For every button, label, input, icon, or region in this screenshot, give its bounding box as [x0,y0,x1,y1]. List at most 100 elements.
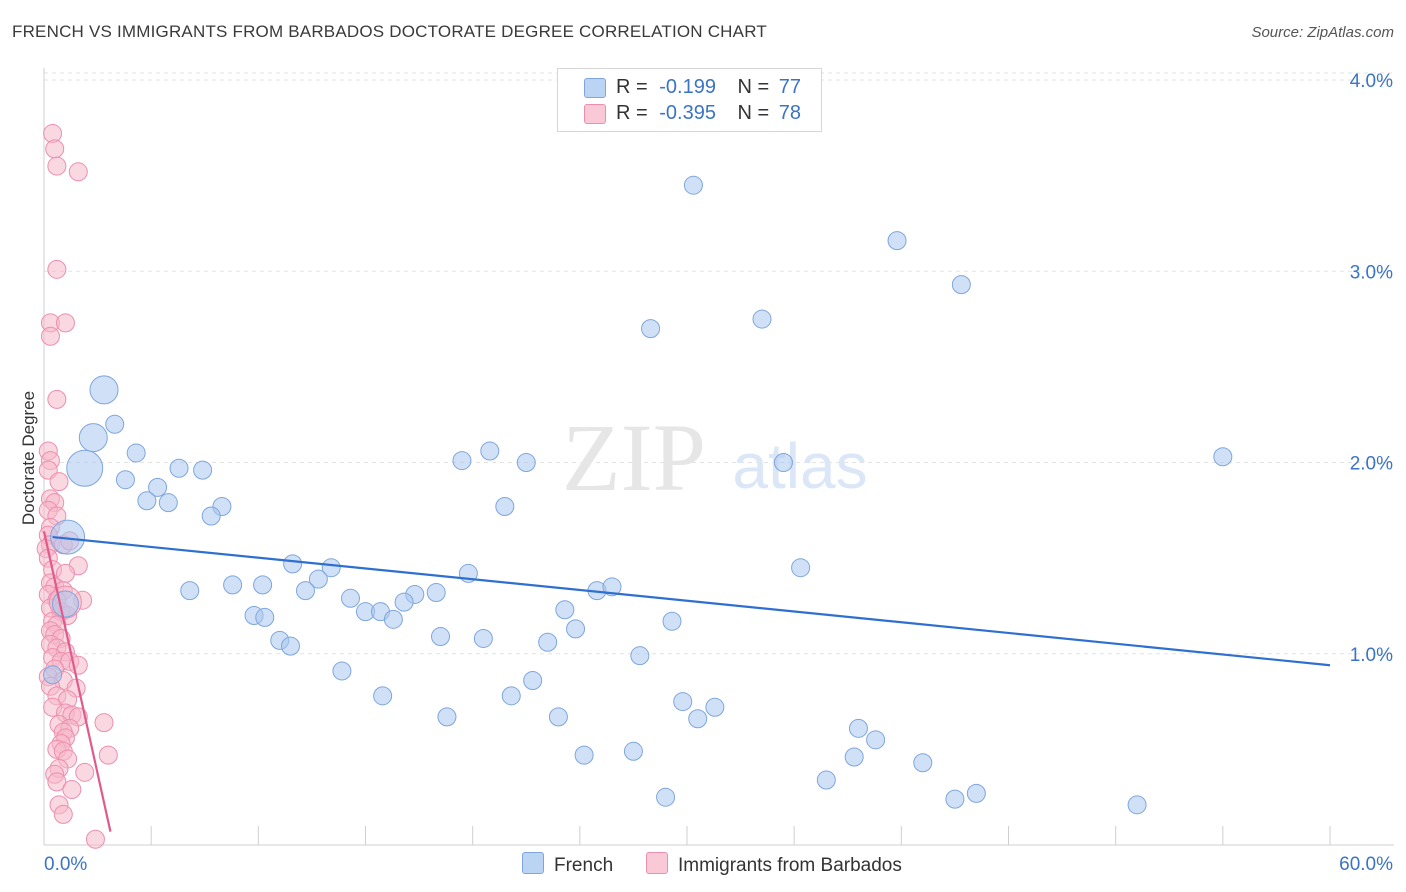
tick-labels: 1.0% 2.0% 3.0% 4.0% 0.0% 60.0% [44,71,1393,875]
series-legend: French Immigrants from Barbados [0,852,1406,878]
french-point [1213,447,1233,467]
french-point [623,741,643,761]
french-point [480,441,500,461]
french-point [641,319,661,339]
french-point [791,558,811,578]
barbados-points [36,124,118,849]
french-point [887,231,907,251]
barbados-point [40,326,60,346]
french-point [555,600,575,620]
french-point [656,787,676,807]
french-point [383,609,403,629]
barbados-point [94,713,114,733]
french-point [193,460,213,480]
french-point [452,451,472,471]
french-point [773,453,793,472]
stats-legend: R = -0.199 N = 77 R = -0.395 N = 78 [557,68,822,132]
n-label: N = [737,102,770,124]
french-point [373,686,393,706]
french-point [280,636,300,656]
french-point [180,581,200,601]
french-swatch [584,78,606,98]
french-point [602,577,622,597]
french-point [332,661,352,681]
french-legend-label: French [554,855,614,876]
barbados-point [47,389,67,409]
x-tick-label-max: 60.0% [1339,854,1393,875]
r-label: R = [616,76,648,98]
n-label: N = [737,76,770,98]
y-tick-label: 2.0% [1350,454,1393,475]
french-point [844,747,864,767]
legend-item-french: French [522,852,613,877]
french-point [951,275,971,295]
barbados-legend-swatch [646,852,668,874]
french-point [283,554,303,574]
french-n-value: 77 [778,76,802,98]
barbados-point [55,313,75,333]
french-point [523,671,543,691]
barbados-point [75,762,95,782]
french-point [473,628,493,648]
french-point [1127,795,1147,815]
french-point [966,783,986,803]
legend-item-barbados: Immigrants from Barbados [646,852,902,877]
french-point [89,375,119,405]
french-point [43,665,63,685]
french-point [495,496,515,516]
french-point [816,770,836,790]
french-point [169,458,189,478]
french-point [78,423,108,453]
x-tick-label-min: 0.0% [44,854,87,875]
french-point [431,627,451,647]
french-point [630,646,650,666]
r-label: R = [616,102,648,124]
french-point [137,491,157,511]
french-trend-line [52,535,1331,667]
french-legend-swatch [522,852,544,874]
watermark-zip: ZIP [562,404,706,511]
barbados-point [98,745,118,765]
french-point [201,506,221,526]
french-point [50,519,86,555]
french-point [148,477,168,497]
french-point [673,692,693,712]
grid-lines [44,72,1394,655]
french-point [548,707,568,727]
barbados-point [47,156,67,176]
french-points [43,110,1233,815]
french-point [340,588,360,608]
french-point [683,175,703,195]
french-point [105,414,125,434]
y-tick-label: 4.0% [1350,71,1393,92]
french-point [501,686,521,706]
french-point [437,707,457,727]
y-axis-label: Doctorate Degree [19,391,38,525]
french-point [253,575,273,595]
watermark-atlas: atlas [732,430,867,502]
french-point [566,619,586,639]
barbados-point [62,780,82,800]
french-point [516,453,536,472]
french-point [574,745,594,765]
barbados-point [49,472,69,492]
chart-title: FRENCH VS IMMIGRANTS FROM BARBADOS DOCTO… [12,22,767,41]
trend-lines [42,531,1331,832]
barbados-point [53,804,73,824]
french-point [66,449,104,487]
y-tick-label: 1.0% [1350,645,1393,666]
source-label: Source: ZipAtlas.com [1251,24,1394,41]
french-point [126,443,146,463]
barbados-legend-label: Immigrants from Barbados [678,855,902,876]
axes [43,68,1394,846]
barbados-swatch [584,104,606,124]
french-point [321,558,341,578]
barbados-point [45,139,65,159]
french-point [752,309,772,329]
barbados-r-value: -0.395 [659,102,716,124]
french-point [848,718,868,738]
barbados-n-value: 78 [778,102,802,124]
barbados-point [68,162,88,182]
french-point [688,709,708,729]
